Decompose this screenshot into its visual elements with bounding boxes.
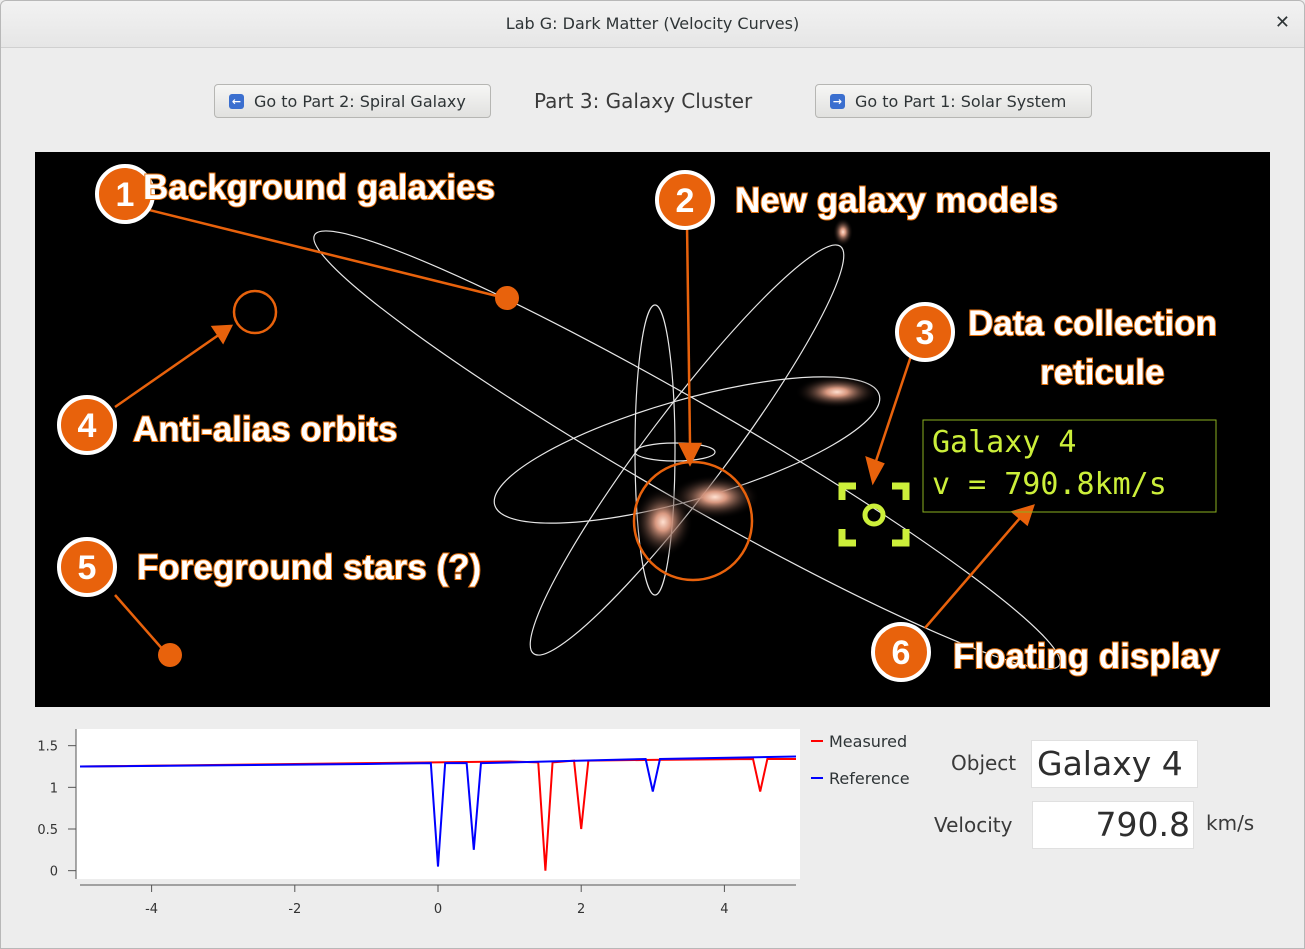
current-part-label: Part 3: Galaxy Cluster bbox=[534, 89, 753, 113]
scene-viewport[interactable]: Galaxy 4 v = 790.8km/s 1 2 3 4 5 6 Backg… bbox=[35, 152, 1270, 707]
y-tick-label: 1 bbox=[50, 781, 58, 796]
galaxy-models bbox=[633, 218, 879, 557]
y-tick-label: 0.5 bbox=[37, 823, 58, 838]
annotation-label-3a: Data collection bbox=[968, 304, 1217, 343]
object-field[interactable]: Galaxy 4 bbox=[1031, 740, 1198, 788]
prev-part-label: Go to Part 2: Spiral Galaxy bbox=[254, 91, 466, 111]
velocity-label: Velocity bbox=[934, 813, 1013, 837]
x-tick-label: 0 bbox=[434, 902, 442, 917]
arrow-left-icon: ← bbox=[229, 93, 244, 109]
spectrum-chart: -4 -2 0 2 4 1.5 1 0.5 0 Measured Reference bbox=[37, 729, 910, 917]
x-tick-label: 4 bbox=[720, 902, 728, 917]
close-icon[interactable]: ✕ bbox=[1274, 12, 1290, 33]
x-tick-label: -4 bbox=[145, 902, 158, 917]
badge-2: 2 bbox=[676, 182, 695, 220]
annotation-label-1: Background galaxies bbox=[143, 168, 495, 207]
velocity-field[interactable]: 790.8 bbox=[1032, 801, 1194, 849]
object-label: Object bbox=[951, 751, 1017, 775]
next-part-label: Go to Part 1: Solar System bbox=[855, 91, 1067, 111]
legend-measured: Measured bbox=[829, 732, 907, 751]
floating-display-line2: v = 790.8km/s bbox=[932, 467, 1167, 502]
window-title: Lab G: Dark Matter (Velocity Curves) bbox=[505, 14, 800, 33]
y-tick-label: 1.5 bbox=[37, 740, 58, 755]
badge-3: 3 bbox=[916, 314, 935, 352]
annotation-label-4: Anti-alias orbits bbox=[133, 410, 397, 449]
annotation-label-2: New galaxy models bbox=[735, 181, 1058, 220]
annotation-label-3b: reticule bbox=[1040, 353, 1165, 392]
badge-5: 5 bbox=[78, 549, 97, 587]
series-reference bbox=[79, 755, 797, 867]
x-tick-label: -2 bbox=[288, 902, 301, 917]
title-bar: Lab G: Dark Matter (Velocity Curves) ✕ bbox=[1, 1, 1304, 48]
annotation-badges bbox=[57, 164, 955, 682]
x-tick-label: 2 bbox=[577, 902, 585, 917]
floating-display-line1: Galaxy 4 bbox=[932, 425, 1077, 460]
badge-4: 4 bbox=[78, 407, 97, 445]
data-reticle bbox=[838, 482, 910, 547]
prev-part-button[interactable]: ← Go to Part 2: Spiral Galaxy bbox=[214, 84, 491, 118]
next-part-button[interactable]: → Go to Part 1: Solar System bbox=[815, 84, 1092, 118]
legend: Measured Reference bbox=[811, 732, 910, 788]
arrow-right-icon: → bbox=[830, 93, 845, 109]
velocity-units: km/s bbox=[1206, 811, 1255, 835]
badge-6: 6 bbox=[892, 634, 911, 672]
annotation-label-5: Foreground stars (?) bbox=[137, 548, 481, 587]
legend-reference: Reference bbox=[829, 769, 910, 788]
badge-1: 1 bbox=[116, 176, 135, 214]
annotation-label-6: Floating display bbox=[953, 637, 1220, 676]
y-tick-label: 0 bbox=[50, 865, 58, 880]
